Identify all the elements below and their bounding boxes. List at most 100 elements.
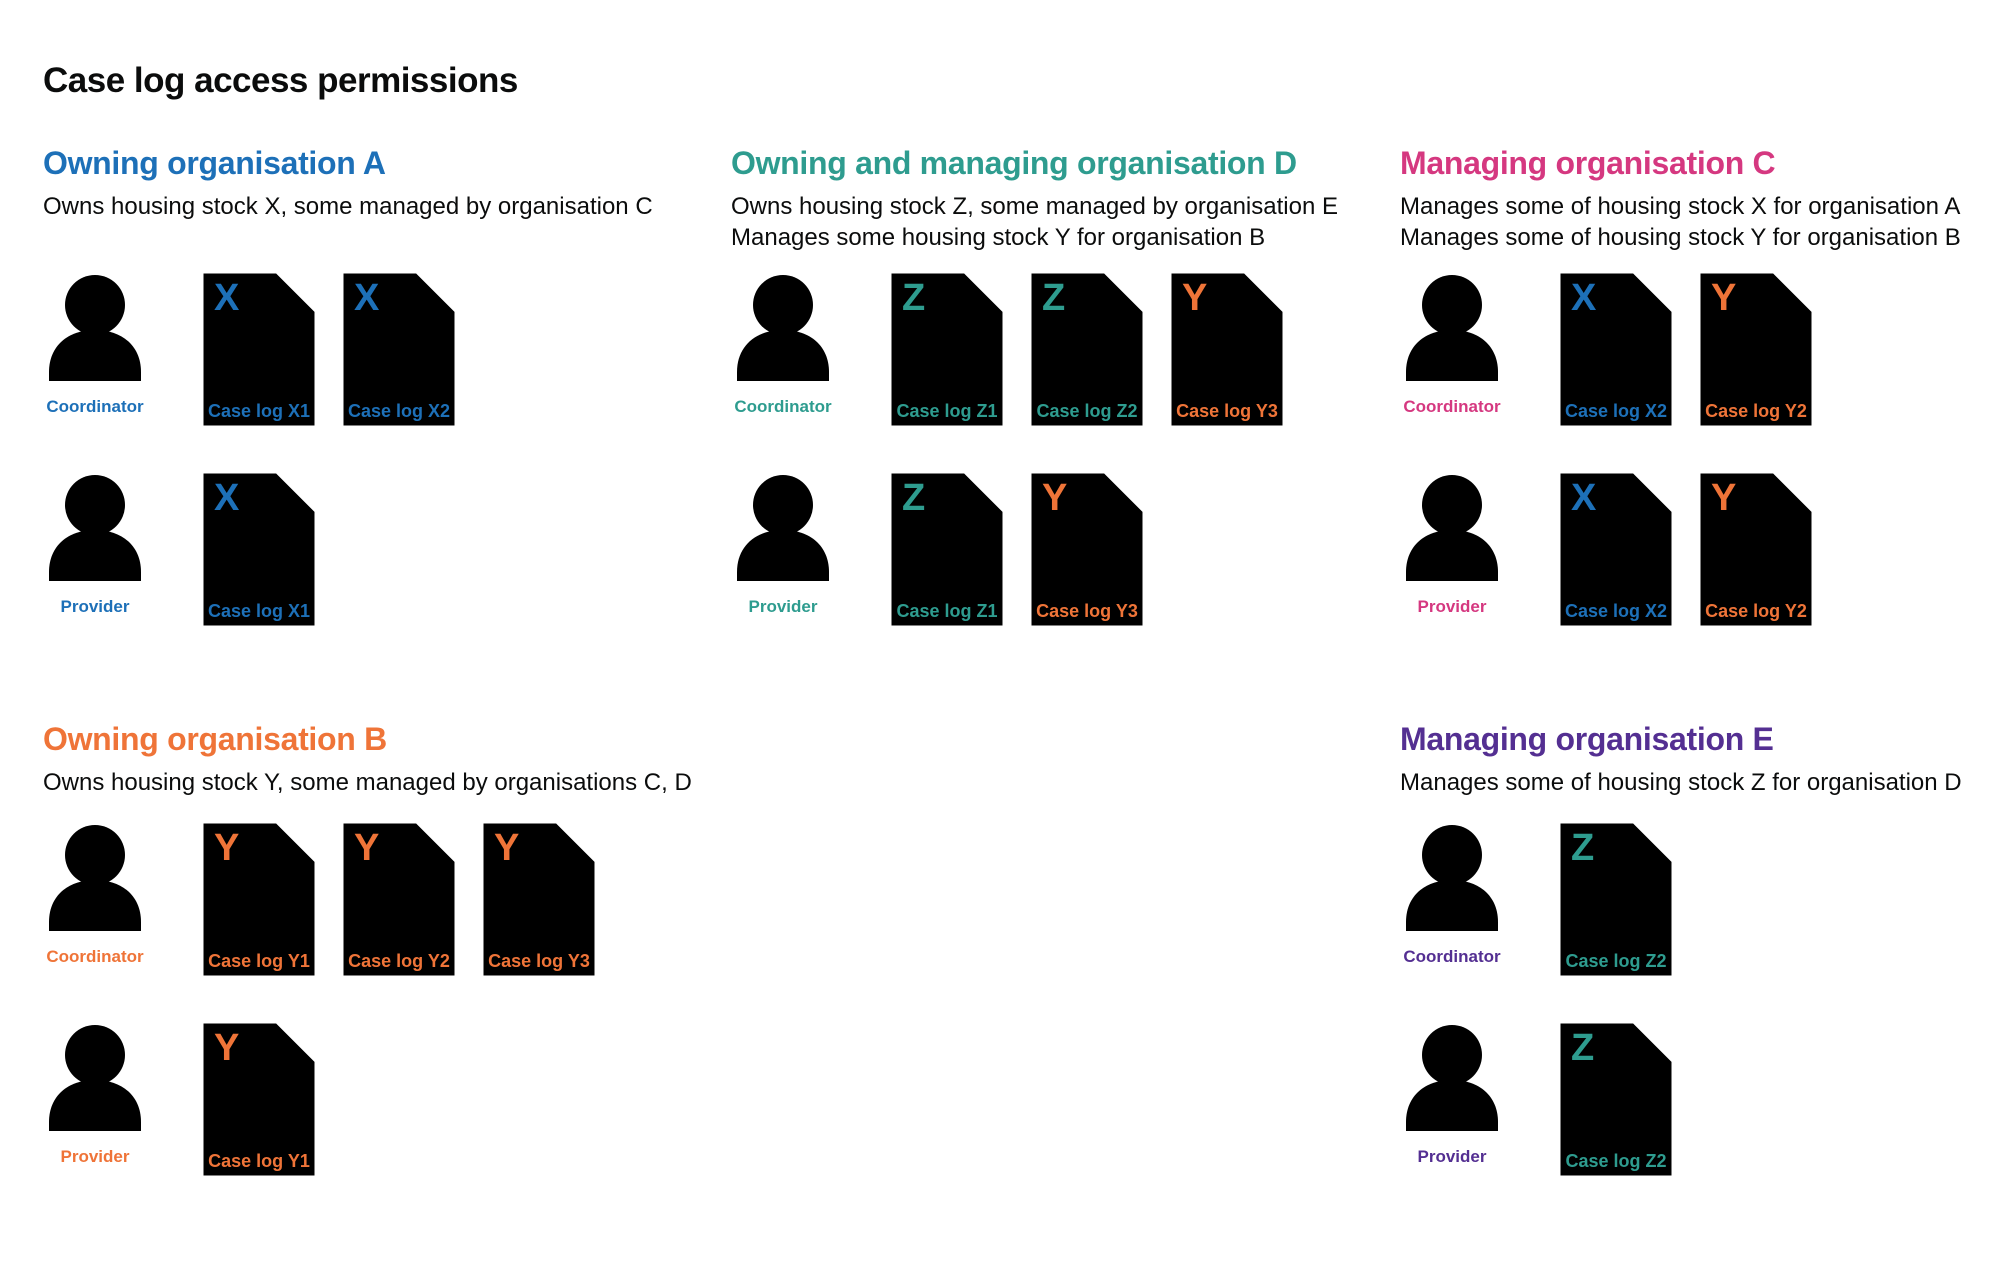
- org-description: Owns housing stock Z, some managed by or…: [731, 191, 1338, 253]
- role-label: Provider: [60, 1147, 130, 1166]
- role-label: Coordinator: [46, 947, 144, 966]
- case-log-doc: Y Case log Y2: [343, 823, 455, 976]
- person-icon: [737, 275, 829, 381]
- case-log-doc: Z Case log Z1: [891, 473, 1003, 626]
- case-log-doc: Y Case log Y3: [483, 823, 595, 976]
- stock-letter: Y: [214, 1027, 239, 1069]
- doc-label: Case log Y3: [1036, 601, 1138, 621]
- org-description-line: Owns housing stock Z, some managed by or…: [731, 193, 1338, 220]
- case-log-doc: Y Case log Y1: [203, 823, 315, 976]
- doc-label: Case log Z2: [1036, 401, 1137, 421]
- provider-row: Provider Y Case log Y1: [43, 1020, 318, 1179]
- org-section-owning-managing-d: Owning and managing organisation D Owns …: [731, 147, 1403, 707]
- role-label: Provider: [748, 597, 818, 616]
- stock-letter: Y: [1182, 277, 1207, 319]
- stock-letter: Y: [354, 827, 379, 869]
- stock-letter: Y: [1711, 477, 1736, 519]
- doc-label: Case log Z1: [896, 601, 997, 621]
- doc-label: Case log X1: [208, 601, 310, 621]
- case-log-doc: Y Case log Y3: [1171, 273, 1283, 426]
- org-description-line: Manages some of housing stock Z for orga…: [1400, 769, 1962, 796]
- org-description: Owns housing stock X, some managed by or…: [43, 191, 653, 222]
- stock-letter: Z: [1042, 277, 1065, 319]
- org-description-line: Owns housing stock Y, some managed by or…: [43, 769, 692, 796]
- stock-letter: Z: [902, 277, 925, 319]
- coordinator: Coordinator: [1400, 820, 1504, 967]
- case-log-doc: Z Case log Z2: [1560, 823, 1672, 976]
- role-label: Provider: [60, 597, 130, 616]
- org-section-managing-c: Managing organisation C Manages some of …: [1400, 147, 2000, 707]
- org-description-line: Manages some of housing stock Y for orga…: [1400, 224, 1961, 251]
- person-icon: [737, 475, 829, 581]
- org-section-owning-b: Owning organisation B Owns housing stock…: [43, 723, 715, 1283]
- stock-letter: X: [214, 277, 240, 319]
- org-heading: Managing organisation E: [1400, 721, 1774, 757]
- role-label: Coordinator: [1403, 947, 1501, 966]
- doc-label: Case log X2: [348, 401, 450, 421]
- provider: Provider: [1400, 470, 1504, 617]
- role-label: Coordinator: [734, 397, 832, 416]
- stock-letter: X: [1571, 477, 1597, 519]
- coordinator-row: Coordinator Z Case log Z2: [1400, 820, 1675, 979]
- provider-row: Provider Z Case log Z2: [1400, 1020, 1675, 1179]
- case-log-doc: X Case log X1: [203, 273, 315, 426]
- coordinator-row: Coordinator Y Case log Y1 Y Case log Y2 …: [43, 820, 598, 979]
- doc-label: Case log Y2: [1705, 601, 1807, 621]
- role-label: Coordinator: [1403, 397, 1501, 416]
- doc-label: Case log Y2: [1705, 401, 1807, 421]
- org-description-line: Manages some housing stock Y for organis…: [731, 224, 1266, 251]
- provider-row: Provider X Case log X2 Y Case log Y2: [1400, 470, 1815, 629]
- case-log-doc: Y Case log Y3: [1031, 473, 1143, 626]
- doc-label: Case log Z2: [1565, 1151, 1666, 1171]
- stock-letter: X: [1571, 277, 1597, 319]
- doc-label: Case log Y1: [208, 951, 310, 971]
- role-label: Coordinator: [46, 397, 144, 416]
- case-log-doc: Y Case log Y2: [1700, 473, 1812, 626]
- doc-label: Case log X1: [208, 401, 310, 421]
- coordinator-row: Coordinator X Case log X2 Y Case log Y2: [1400, 270, 1815, 429]
- case-log-doc: X Case log X1: [203, 473, 315, 626]
- coordinator-row: Coordinator Z Case log Z1 Z Case log Z2 …: [731, 270, 1286, 429]
- case-log-doc: X Case log X2: [1560, 473, 1672, 626]
- org-description: Manages some of housing stock Z for orga…: [1400, 767, 1962, 798]
- stock-letter: Y: [494, 827, 519, 869]
- doc-label: Case log Z2: [1565, 951, 1666, 971]
- provider: Provider: [1400, 1020, 1504, 1167]
- person-icon: [1406, 1025, 1498, 1131]
- doc-label: Case log Y3: [1176, 401, 1278, 421]
- org-description-line: Manages some of housing stock X for orga…: [1400, 193, 1961, 220]
- person-icon: [49, 475, 141, 581]
- coordinator: Coordinator: [43, 820, 147, 967]
- org-heading: Managing organisation C: [1400, 145, 1776, 181]
- role-label: Provider: [1417, 597, 1487, 616]
- org-heading: Owning organisation B: [43, 721, 387, 757]
- org-section-managing-e: Managing organisation E Manages some of …: [1400, 723, 2000, 1283]
- provider: Provider: [43, 470, 147, 617]
- provider-row: Provider Z Case log Z1 Y Case log Y3: [731, 470, 1146, 629]
- stock-letter: Z: [1571, 1027, 1594, 1069]
- provider: Provider: [731, 470, 835, 617]
- org-description: Manages some of housing stock X for orga…: [1400, 191, 1961, 253]
- stock-letter: Y: [1042, 477, 1067, 519]
- org-description: Owns housing stock Y, some managed by or…: [43, 767, 692, 798]
- coordinator: Coordinator: [43, 270, 147, 417]
- doc-label: Case log Z1: [896, 401, 997, 421]
- case-log-doc: Z Case log Z1: [891, 273, 1003, 426]
- provider-row: Provider X Case log X1: [43, 470, 318, 629]
- org-heading: Owning organisation A: [43, 145, 386, 181]
- doc-label: Case log Y2: [348, 951, 450, 971]
- doc-label: Case log Y1: [208, 1151, 310, 1171]
- provider: Provider: [43, 1020, 147, 1167]
- person-icon: [1406, 475, 1498, 581]
- person-icon: [1406, 275, 1498, 381]
- coordinator: Coordinator: [1400, 270, 1504, 417]
- stock-letter: Y: [1711, 277, 1736, 319]
- page-title: Case log access permissions: [43, 61, 518, 101]
- person-icon: [49, 275, 141, 381]
- org-description-line: Owns housing stock X, some managed by or…: [43, 193, 653, 220]
- stock-letter: X: [214, 477, 240, 519]
- case-log-doc: Z Case log Z2: [1031, 273, 1143, 426]
- person-icon: [49, 825, 141, 931]
- coordinator-row: Coordinator X Case log X1 X Case log X2: [43, 270, 458, 429]
